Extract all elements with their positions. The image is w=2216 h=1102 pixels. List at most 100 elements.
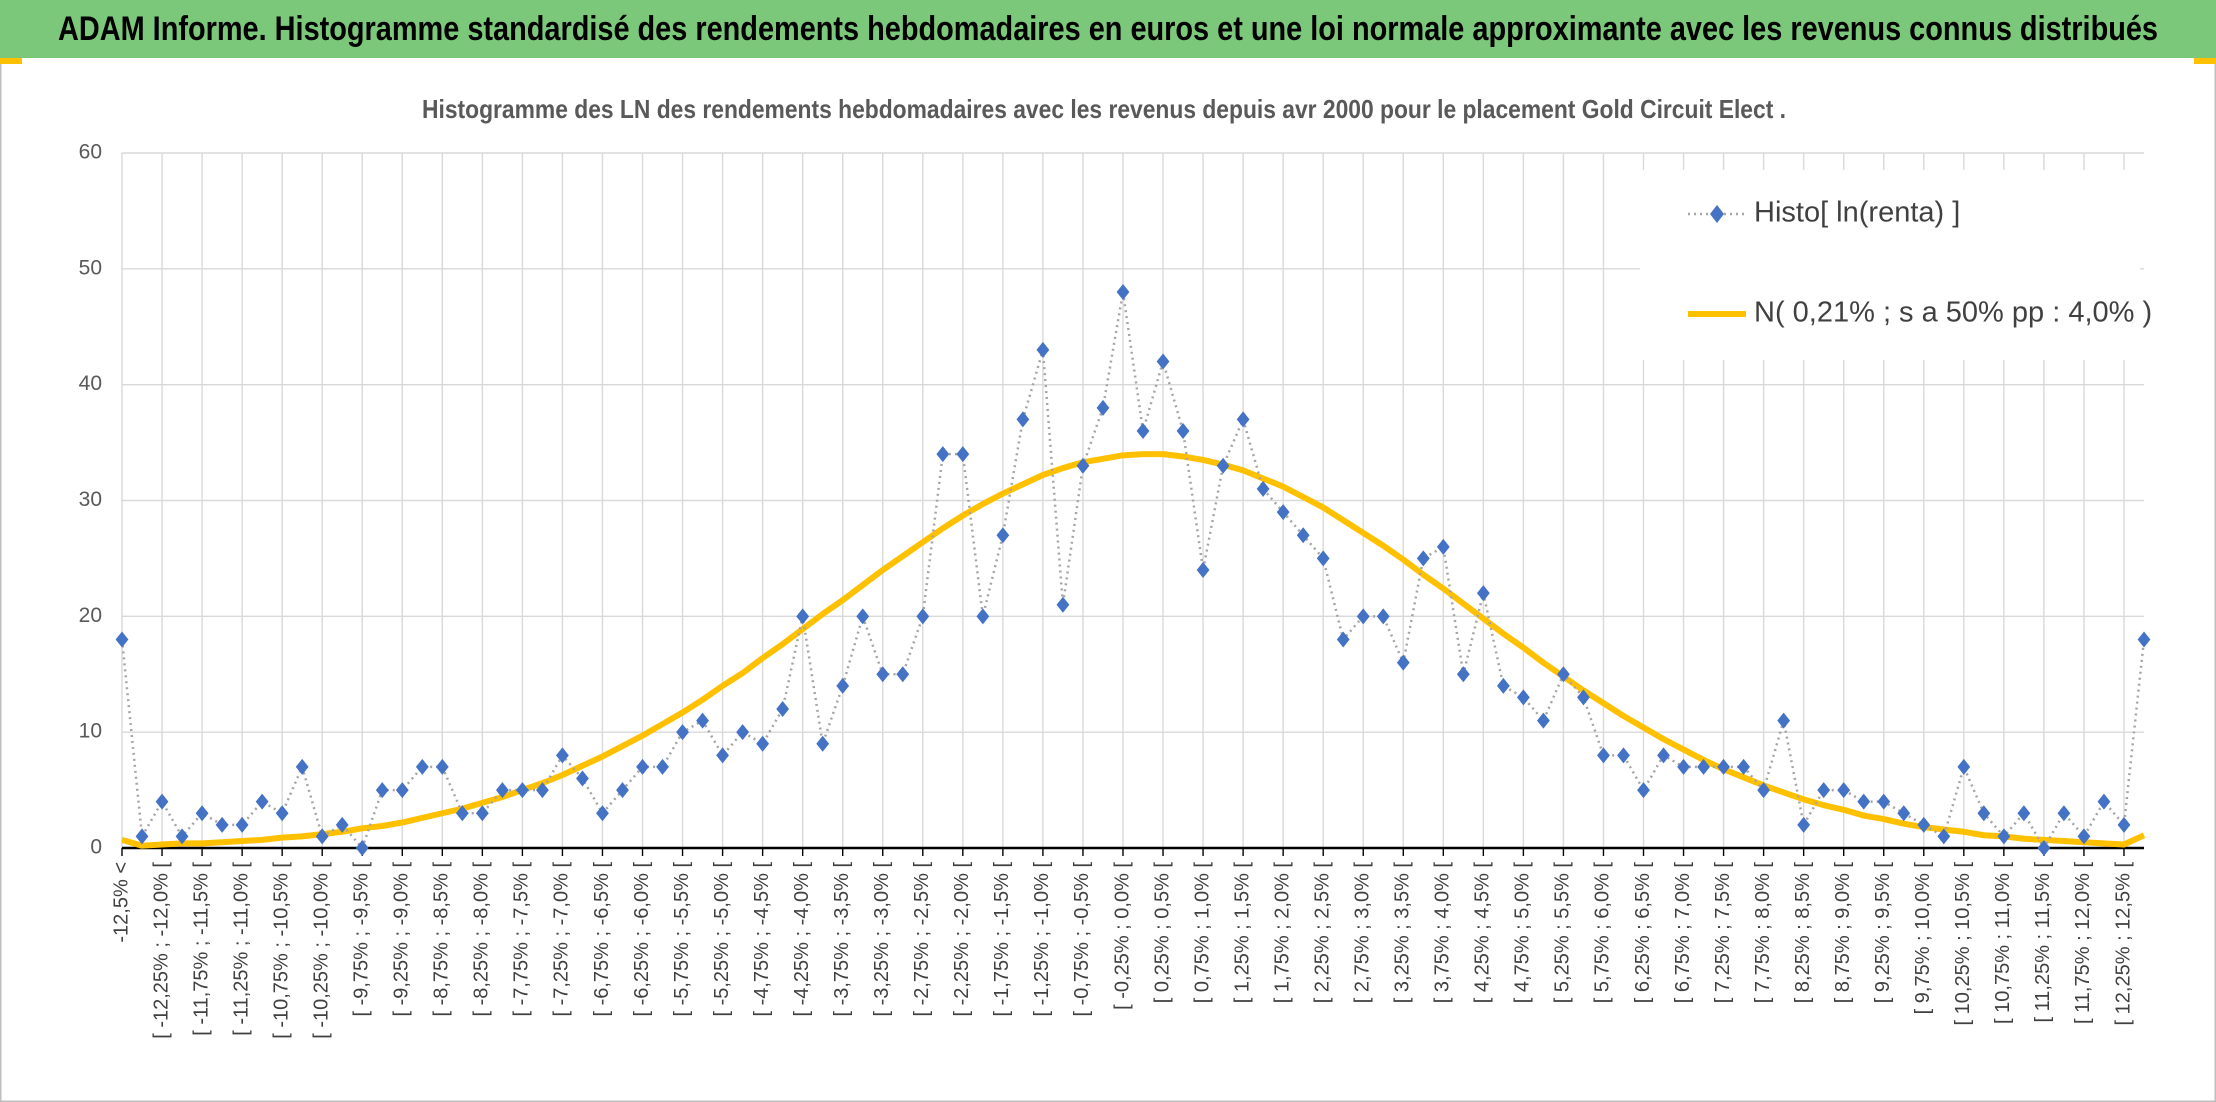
x-tick-label: [ 5,25% ; 5,5% [	[1552, 862, 1574, 1004]
data-point	[1917, 816, 1931, 833]
data-point	[556, 747, 569, 764]
y-tick-label: 0	[90, 836, 102, 859]
x-tick-label: [ 12,25% ; 12,5% [	[2112, 862, 2134, 1026]
x-tick-label: [ 2,75% ; 3,0% [	[1352, 862, 1374, 1004]
data-point	[255, 793, 269, 810]
data-point	[515, 782, 529, 799]
x-tick-label: [ 2,25% ; 2,5% [	[1311, 862, 1333, 1004]
data-point	[495, 782, 509, 799]
series-line	[120, 291, 2146, 851]
x-tick-label: [ -5,75% ; -5,5% [	[671, 862, 693, 1017]
data-point	[2137, 631, 2151, 648]
data-point	[1176, 423, 1190, 439]
data-point	[295, 758, 309, 775]
data-point	[956, 446, 970, 463]
x-tick-label: [ -3,25% ; -3,0% [	[871, 862, 893, 1017]
series-line	[121, 451, 2146, 849]
data-point	[1677, 758, 1690, 775]
x-tick-label: [ 11,75% ; 12,0% [	[2072, 862, 2094, 1024]
data-point	[736, 724, 750, 741]
data-point	[976, 608, 990, 625]
data-point	[2117, 816, 2131, 833]
x-tick-label: [ 0,25% ; 0,5% [	[1151, 862, 1173, 1004]
data-point	[676, 724, 689, 741]
x-tick-label: [ -9,75% ; -9,5% [	[351, 862, 373, 1017]
x-tick-label: [ 3,75% ; 4,0% [	[1432, 862, 1454, 1004]
x-tick-label: [ -6,25% ; -6,0% [	[631, 862, 653, 1017]
data-point	[235, 816, 249, 833]
data-point	[1637, 782, 1650, 799]
data-point	[1476, 585, 1490, 602]
data-point	[175, 828, 189, 845]
data-point	[1717, 758, 1730, 775]
x-tick-label: [ -11,75% ; -11,5% [	[190, 862, 212, 1036]
legend-box	[1640, 170, 2140, 360]
data-point	[1937, 828, 1951, 845]
data-point	[1617, 747, 1630, 764]
chart-title: Histogramme des LN des rendements hebdom…	[422, 94, 1786, 124]
data-point	[1036, 341, 1050, 358]
data-point	[275, 805, 289, 822]
data-point	[1156, 353, 1170, 370]
data-point	[1296, 527, 1310, 544]
data-point	[1757, 782, 1771, 799]
x-tick-label: [ 10,75% ; 11,0% [	[1992, 862, 2014, 1024]
data-point	[1657, 747, 1670, 764]
data-point	[816, 735, 830, 752]
x-tick-label: [ -0,25% ; 0,0% [	[1111, 862, 1133, 1010]
x-tick-label: [ 4,25% ; 4,5% [	[1472, 862, 1494, 1004]
data-point	[896, 666, 910, 683]
x-tick-label: -12,5% <	[110, 862, 132, 943]
x-tick-label: [ 8,25% ; 8,5% [	[1792, 862, 1814, 1004]
title-bar	[0, 0, 2216, 58]
data-point	[1436, 538, 1450, 555]
x-tick-label: [ 7,25% ; 7,5% [	[1712, 862, 1734, 1004]
data-point	[215, 816, 229, 833]
data-point	[756, 735, 770, 752]
x-tick-label: [ -8,75% ; -8,5% [	[431, 862, 453, 1017]
x-tick-label: [ 8,75% ; 9,0% [	[1832, 862, 1854, 1004]
x-tick-label: [ 1,25% ; 1,5% [	[1231, 862, 1253, 1004]
y-tick-label: 20	[79, 604, 102, 627]
x-tick-label: [ -2,25% ; -2,0% [	[951, 862, 973, 1017]
x-tick-label: [ -4,75% ; -4,5% [	[751, 862, 773, 1017]
data-point	[836, 677, 850, 694]
x-tick-label: [ 6,75% ; 7,0% [	[1672, 862, 1694, 1004]
data-point	[2097, 793, 2111, 810]
data-point	[1496, 677, 1510, 694]
data-point	[475, 805, 489, 822]
y-tick-label: 30	[79, 488, 102, 511]
x-tick-label: [ -10,25% ; -10,0% [	[310, 862, 332, 1039]
data-point	[1997, 828, 2011, 845]
x-tick-label: [ -3,75% ; -3,5% [	[831, 862, 853, 1017]
data-point	[1096, 399, 1110, 416]
y-tick-label: 50	[79, 256, 102, 279]
x-tick-label: [ 10,25% ; 10,5% [	[1952, 862, 1974, 1026]
data-point	[195, 805, 209, 822]
data-point	[1557, 666, 1570, 683]
data-point	[1116, 284, 1130, 300]
x-tick-label: [ -12,25% ; -12,0% [	[150, 862, 172, 1039]
data-point	[2037, 840, 2051, 856]
data-point	[115, 631, 129, 648]
x-tick-label: [ -4,25% ; -4,0% [	[791, 862, 813, 1017]
x-tick-label: [ -1,75% ; -1,5% [	[991, 862, 1013, 1017]
data-point	[1336, 631, 1350, 648]
data-point	[2057, 805, 2071, 822]
x-tick-label: [ 3,25% ; 3,5% [	[1392, 862, 1414, 1004]
data-point	[796, 608, 810, 625]
x-tick-label: [ 4,75% ; 5,0% [	[1512, 862, 1534, 1004]
data-point	[1957, 758, 1971, 775]
data-point	[1877, 793, 1891, 810]
y-tick-label: 60	[79, 141, 102, 164]
data-point	[716, 747, 729, 764]
x-tick-label: [ 1,75% ; 2,0% [	[1271, 862, 1293, 1004]
x-tick-label: [ -1,25% ; -1,0% [	[1031, 862, 1053, 1017]
data-point	[1076, 457, 1090, 474]
x-tick-label: [ -9,25% ; -9,0% [	[391, 862, 413, 1017]
legend-label: N( 0,21% ; s a 50% pp : 4,0% )	[1754, 297, 2152, 329]
data-point	[936, 446, 950, 463]
data-point	[1376, 608, 1390, 625]
data-point	[1016, 411, 1030, 428]
